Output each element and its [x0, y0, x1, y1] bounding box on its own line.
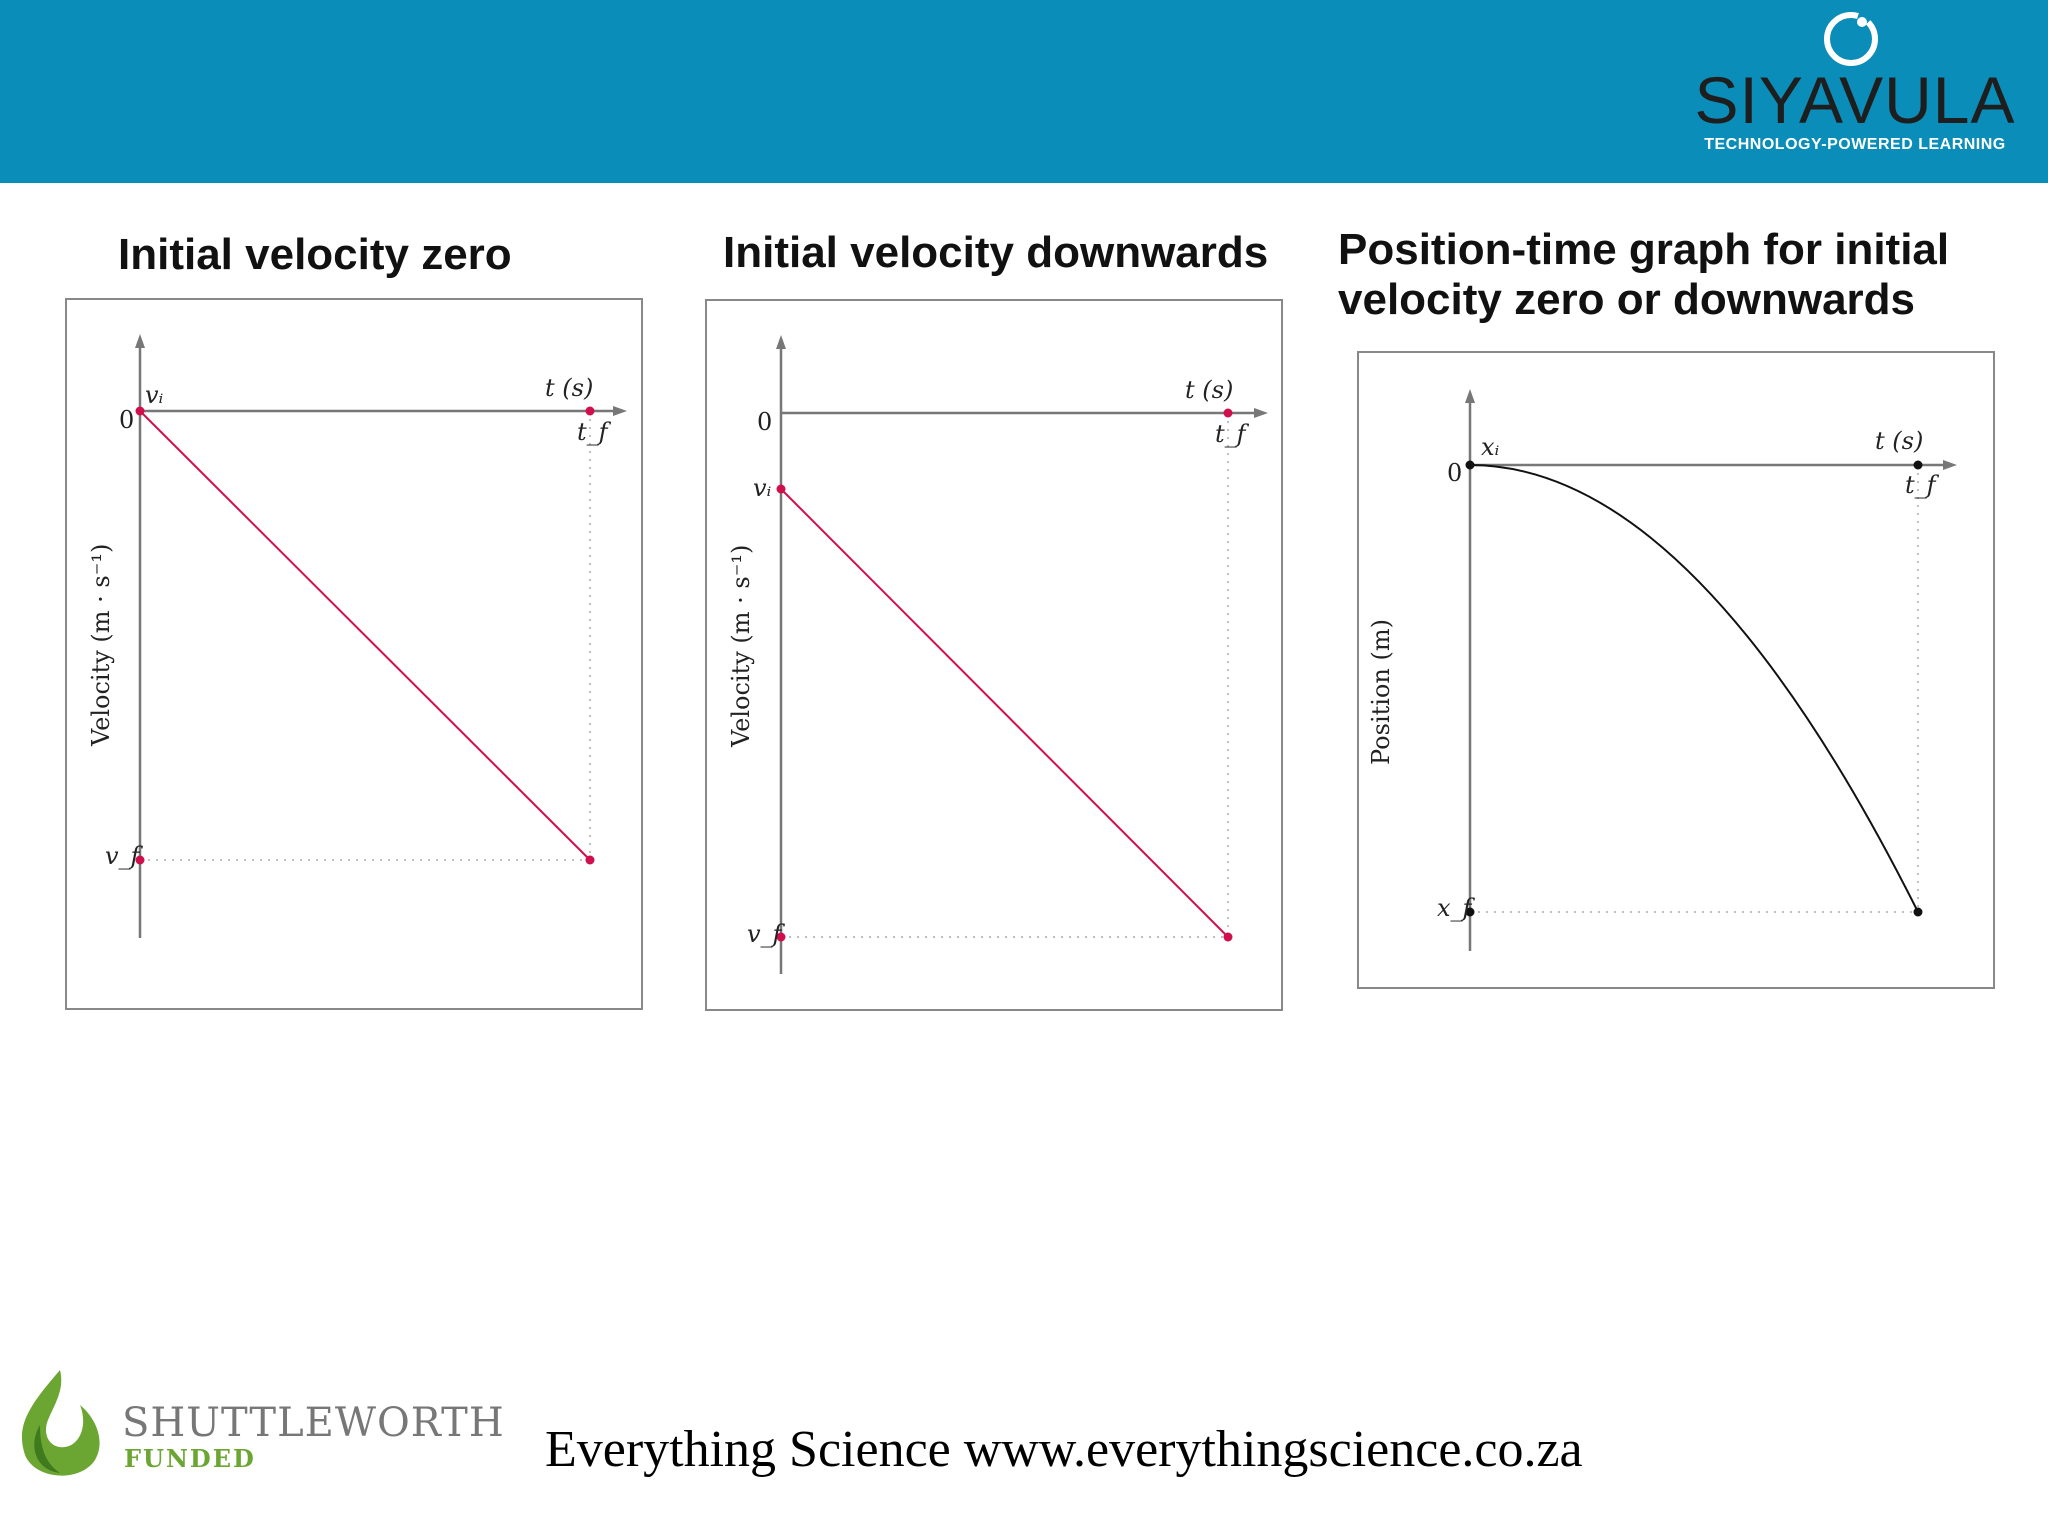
footer-website-text: Everything Science www.everythingscience… — [545, 1421, 1583, 1478]
graph-frame — [65, 298, 643, 1010]
logo-tagline: TECHNOLOGY-POWERED LEARNING — [1704, 136, 2006, 153]
vi-label: vᵢ — [753, 474, 772, 502]
header-banner: SIYAVULA TECHNOLOGY-POWERED LEARNING — [0, 0, 2048, 183]
vf-label: v_f — [105, 842, 144, 870]
origin-label: 0 — [757, 408, 772, 436]
xf-axis-point — [1465, 907, 1475, 917]
position-time-graph: 0 xᵢ x_f t (s) t_f Position (m) — [1357, 351, 1995, 989]
xi-label: xᵢ — [1481, 433, 1500, 461]
final-point — [585, 855, 595, 865]
tf-label: t_f — [1905, 471, 1940, 499]
vi-point — [135, 406, 145, 416]
y-axis-arrow — [1465, 389, 1475, 403]
x-axis-label: t (s) — [1875, 427, 1923, 455]
x-axis-label: t (s) — [545, 374, 593, 402]
tf-point — [1223, 408, 1233, 418]
panel-3-title-line-1: Position-time graph for initial — [1338, 225, 1950, 274]
sponsor-name: SHUTTLEWORTH — [122, 1400, 505, 1446]
velocity-line — [780, 488, 1229, 938]
vf-label: v_f — [747, 920, 786, 948]
x-axis-arrow — [613, 406, 627, 416]
logo-name: SIYAVULA — [1694, 63, 2016, 137]
final-point — [1223, 932, 1233, 942]
x-axis-arrow — [1254, 408, 1268, 418]
y-axis-label: Velocity (m · s⁻¹) — [727, 545, 755, 748]
graph-frame — [705, 299, 1283, 1011]
tf-label: t_f — [577, 418, 612, 446]
y-axis-arrow — [135, 334, 145, 348]
panel-3-title: Position-time graph for initial velocity… — [1338, 225, 1949, 325]
x-axis-label: t (s) — [1185, 376, 1233, 404]
tf-point — [585, 406, 595, 416]
origin-label: 0 — [1447, 459, 1462, 487]
velocity-graph-zero: 0 vᵢ v_f t (s) t_f Velocity (m · s⁻¹) — [65, 298, 643, 1010]
tf-point — [1913, 460, 1923, 470]
panel-1-title: Initial velocity zero — [118, 230, 512, 279]
vf-axis-point — [776, 932, 786, 942]
graph-frame — [1357, 351, 1995, 989]
y-axis-label: Position (m) — [1367, 619, 1395, 765]
velocity-graph-downwards: 0 vᵢ v_f t (s) t_f Velocity (m · s⁻¹) — [705, 299, 1283, 1011]
shuttleworth-flame-icon — [21, 1370, 100, 1476]
vi-label: vᵢ — [145, 381, 164, 409]
vf-axis-point — [135, 855, 145, 865]
final-point — [1913, 907, 1923, 917]
xi-point — [1465, 460, 1475, 470]
position-curve — [1469, 464, 1919, 913]
y-axis-arrow — [776, 335, 786, 349]
velocity-line — [139, 410, 591, 861]
panel-2-title: Initial velocity downwards — [723, 228, 1269, 277]
siyavula-logo-icon — [1824, 12, 1878, 66]
origin-label: 0 — [119, 406, 134, 434]
tf-label: t_f — [1215, 420, 1250, 448]
y-axis-label: Velocity (m · s⁻¹) — [87, 544, 115, 747]
sponsor-sub: FUNDED — [124, 1444, 256, 1473]
panel-3-title-line-2: velocity zero or downwards — [1338, 275, 1916, 324]
xf-label: x_f — [1437, 894, 1476, 922]
vi-point — [776, 484, 786, 494]
x-axis-arrow — [1943, 460, 1957, 470]
